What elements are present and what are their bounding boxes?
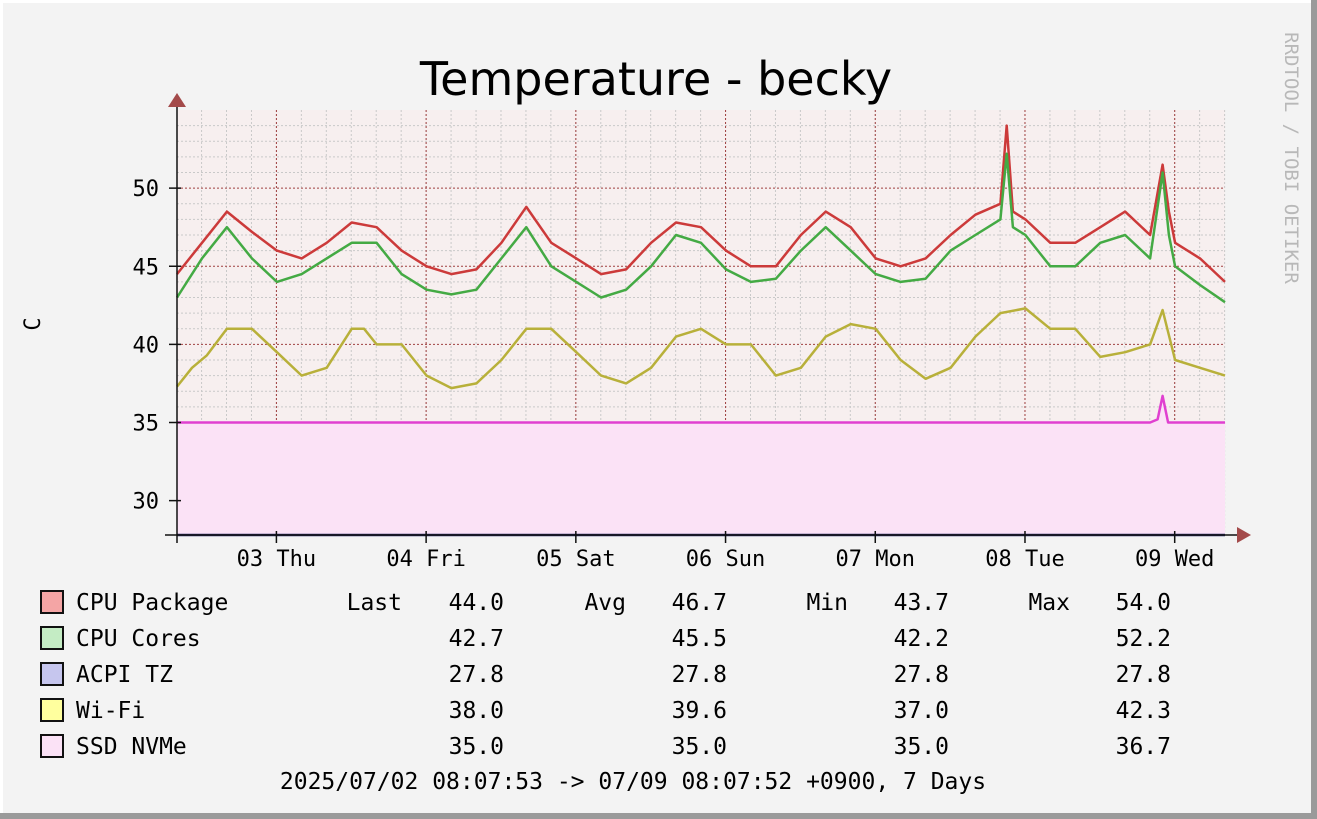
y-tick-label: 30 — [133, 490, 160, 515]
legend-max-value: 52.2 — [1116, 626, 1171, 652]
y-tick-labels: 30 35 40 45 50 — [133, 177, 160, 515]
legend-swatch — [40, 626, 64, 650]
y-axis-arrow — [168, 93, 186, 107]
legend: CPU Package Last Avg Min Max 44.0 46.7 43.7 54.0… — [40, 590, 1171, 760]
time-range-footer: 2025/07/02 08:07:53 -> 07/09 08:07:52 +0… — [280, 769, 986, 795]
axes — [165, 93, 1251, 543]
legend-last-value: 27.8 — [449, 662, 504, 688]
x-tick-labels: 03 Thu 04 Fri 05 Sat 06 Sun 07 Mon 08 Tue 09 W… — [237, 547, 1215, 572]
legend-avg-value: 45.5 — [672, 626, 727, 652]
x-tick-label: 06 Sun — [686, 547, 765, 572]
legend-min-value: 43.7 — [894, 590, 949, 616]
legend-min-value: 27.8 — [894, 662, 949, 688]
x-tick-label: 05 Sat — [536, 547, 615, 572]
legend-last-value: 42.7 — [449, 626, 504, 652]
x-tick-label: 07 Mon — [836, 547, 915, 572]
x-tick-label: 04 Fri — [386, 547, 465, 572]
legend-swatch — [40, 698, 64, 722]
legend-header-avg: Avg — [584, 590, 626, 616]
legend-swatch — [40, 590, 64, 614]
legend-series-name: ACPI TZ — [76, 662, 173, 688]
legend-min-value: 42.2 — [894, 626, 949, 652]
x-tick-label: 08 Tue — [985, 547, 1064, 572]
legend-max-value: 42.3 — [1116, 698, 1171, 724]
legend-max-value: 36.7 — [1116, 734, 1171, 760]
rrdtool-watermark: RRDTOOL / TOBI OETIKER — [1280, 32, 1302, 284]
y-tick-label: 50 — [133, 177, 160, 202]
legend-last-value: 35.0 — [449, 734, 504, 760]
legend-header-min: Min — [806, 590, 848, 616]
cpu-package-line — [176, 124, 1226, 283]
ssd-nvme-area — [177, 395, 1225, 535]
legend-avg-value: 46.7 — [672, 590, 727, 616]
legend-series-name: CPU Cores — [76, 626, 201, 652]
legend-max-value: 27.8 — [1116, 662, 1171, 688]
legend-header-last: Last — [347, 590, 402, 616]
y-tick-label: 45 — [133, 255, 160, 280]
legend-series-name: CPU Package — [76, 590, 228, 616]
legend-swatch — [40, 734, 64, 758]
legend-header-max: Max — [1028, 590, 1070, 616]
legend-max-value: 54.0 — [1116, 590, 1171, 616]
legend-min-value: 37.0 — [894, 698, 949, 724]
legend-avg-value: 35.0 — [672, 734, 727, 760]
wi-fi-line — [176, 307, 1226, 390]
legend-avg-value: 27.8 — [672, 662, 727, 688]
x-tick-label: 09 Wed — [1135, 547, 1214, 572]
x-tick-label: 03 Thu — [237, 547, 316, 572]
legend-swatch — [40, 662, 64, 686]
legend-last-value: 38.0 — [449, 698, 504, 724]
y-axis-label: C — [21, 317, 46, 330]
y-tick-label: 40 — [133, 333, 160, 358]
ssd-nvme-line — [177, 394, 1225, 424]
series-areas — [177, 395, 1225, 535]
chart-title: Temperature - becky — [419, 52, 892, 106]
y-tick-label: 35 — [133, 412, 160, 437]
cpu-cores-line — [175, 152, 1226, 304]
legend-series-name: SSD NVMe — [76, 734, 187, 760]
x-axis-arrow — [1237, 527, 1251, 543]
legend-last-value: 44.0 — [449, 590, 504, 616]
legend-min-value: 35.0 — [894, 734, 949, 760]
legend-series-name: Wi-Fi — [76, 698, 145, 724]
legend-avg-value: 39.6 — [672, 698, 727, 724]
